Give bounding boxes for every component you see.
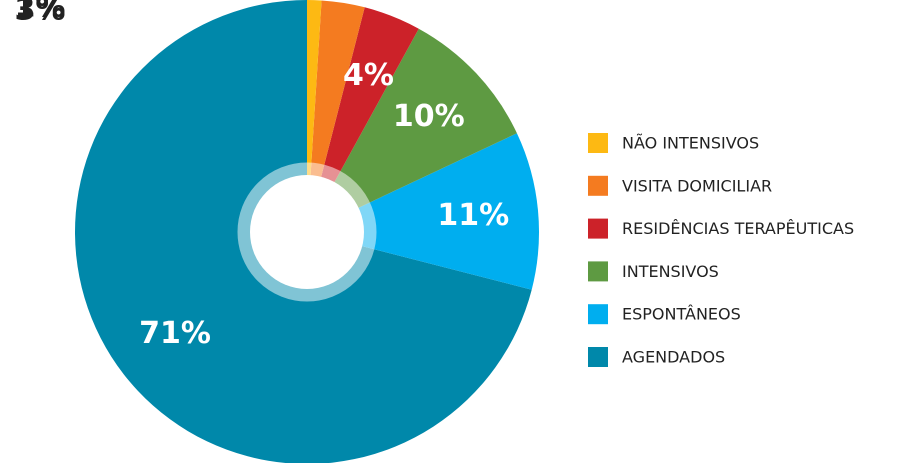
legend-swatch (588, 133, 608, 153)
slice-label: 1% (15, 0, 66, 25)
slice-label: 3% (15, 0, 66, 27)
slice-label: 71% (139, 316, 211, 351)
legend-label: INTENSIVOS (622, 262, 719, 281)
legend-swatch (588, 261, 608, 282)
pie-slice (307, 133, 540, 290)
slice-label: 10% (393, 99, 465, 134)
slice-label: 4% (343, 58, 394, 93)
legend-label: NÃO INTENSIVOS (622, 134, 759, 153)
legend-swatch (588, 304, 608, 325)
legend-swatch (588, 218, 608, 239)
slice-label: 11% (437, 198, 509, 233)
legend-label: ESPONTÂNEOS (622, 305, 741, 324)
ring (237, 162, 377, 302)
legend-label: VISITA DOMICILIAR (622, 176, 772, 195)
legend-label: AGENDADOS (622, 348, 725, 367)
legend-label: RESIDÊNCIAS TERAPÊUTICAS (622, 219, 854, 238)
legend-swatch (588, 175, 608, 196)
hole (250, 175, 364, 289)
pie-slice (307, 28, 517, 232)
legend-swatch (588, 347, 608, 367)
